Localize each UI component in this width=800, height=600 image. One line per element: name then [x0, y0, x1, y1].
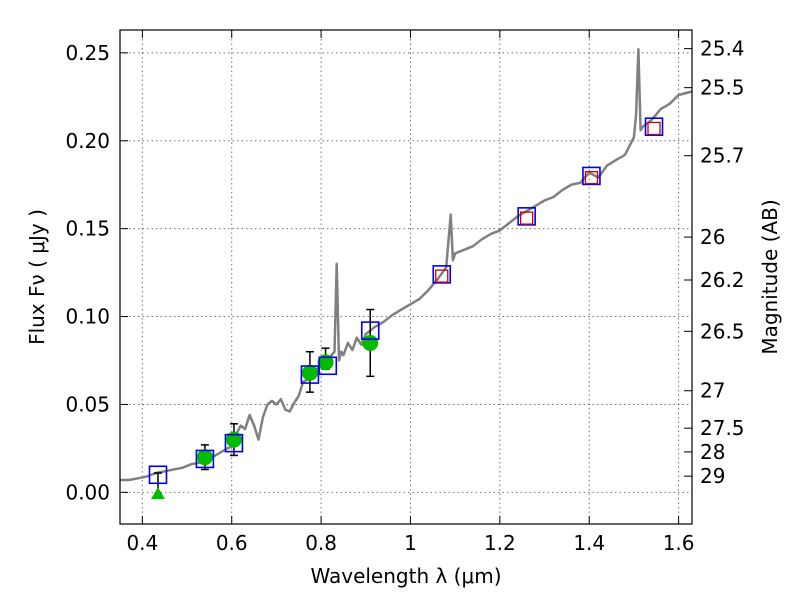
y-tick-label: 0.05 — [65, 392, 110, 416]
mag-tick-label: 25.7 — [700, 144, 745, 168]
model-flux-square — [432, 265, 452, 284]
x-tick-label: 0.8 — [305, 531, 337, 555]
x-axis-label: Wavelength λ (μm) — [310, 564, 501, 588]
flux-point — [362, 334, 379, 351]
x-tick-label: 1.6 — [663, 531, 695, 555]
ir-flux-square — [647, 121, 661, 136]
mag-tick-label: 29 — [700, 464, 725, 488]
flux-point — [301, 364, 318, 381]
y-tick-label: 0.20 — [65, 129, 110, 153]
upper-limit-point — [150, 487, 165, 500]
model-flux-square — [224, 433, 244, 453]
mag-tick-label: 28 — [700, 440, 725, 464]
axis-ticks: 0.4 0.6 0.8 1 1.2 1.4 1.6 0.00 0.05 0.10 0.15 0.20 0… — [65, 30, 745, 555]
plot-area — [120, 30, 692, 524]
mag-tick-label: 25.4 — [700, 37, 745, 61]
x-tick-label: 0.6 — [216, 531, 248, 555]
model-flux-square — [195, 449, 215, 469]
mag-tick-label: 27.5 — [700, 416, 745, 440]
ir-flux-square — [435, 269, 449, 283]
ir-flux-square — [520, 211, 534, 225]
mag-tick-label: 26.5 — [700, 319, 745, 343]
x-tick-label: 1.2 — [484, 531, 516, 555]
mag-tick-label: 26 — [700, 225, 725, 249]
x-tick-label: 1 — [404, 531, 417, 555]
data-markers — [148, 117, 664, 500]
model-spectrum — [120, 48, 693, 482]
ir-flux-square — [584, 171, 599, 185]
y-tick-label: 0.00 — [65, 480, 110, 504]
mag-tick-label: 26.2 — [700, 268, 745, 292]
model-flux-square — [148, 465, 168, 485]
model-flux-square — [360, 321, 380, 340]
model-flux-square — [318, 356, 338, 376]
model-flux-square — [644, 117, 664, 136]
mag-tick-label: 25.5 — [700, 76, 745, 100]
y-tick-label: 0.25 — [65, 41, 110, 65]
x-tick-label: 0.4 — [126, 531, 158, 555]
mag-tick-label: 27 — [700, 379, 725, 403]
y-tick-label: 0.10 — [65, 305, 110, 329]
model-flux-square — [517, 207, 536, 226]
model-flux-square — [582, 166, 601, 186]
flux-point — [196, 449, 213, 466]
flux-point — [225, 431, 242, 448]
plot-frame — [119, 29, 693, 525]
model-spectrum-line — [120, 48, 693, 482]
y2-axis-label: Magnitude (AB) — [758, 199, 782, 354]
flux-point — [317, 354, 334, 371]
x-tick-label: 1.4 — [573, 531, 605, 555]
y-tick-label: 0.15 — [65, 217, 110, 241]
model-flux-square — [300, 365, 320, 384]
grid-lines — [120, 30, 692, 524]
y-axis-label: Flux Fν ( μJy ) — [25, 209, 49, 345]
